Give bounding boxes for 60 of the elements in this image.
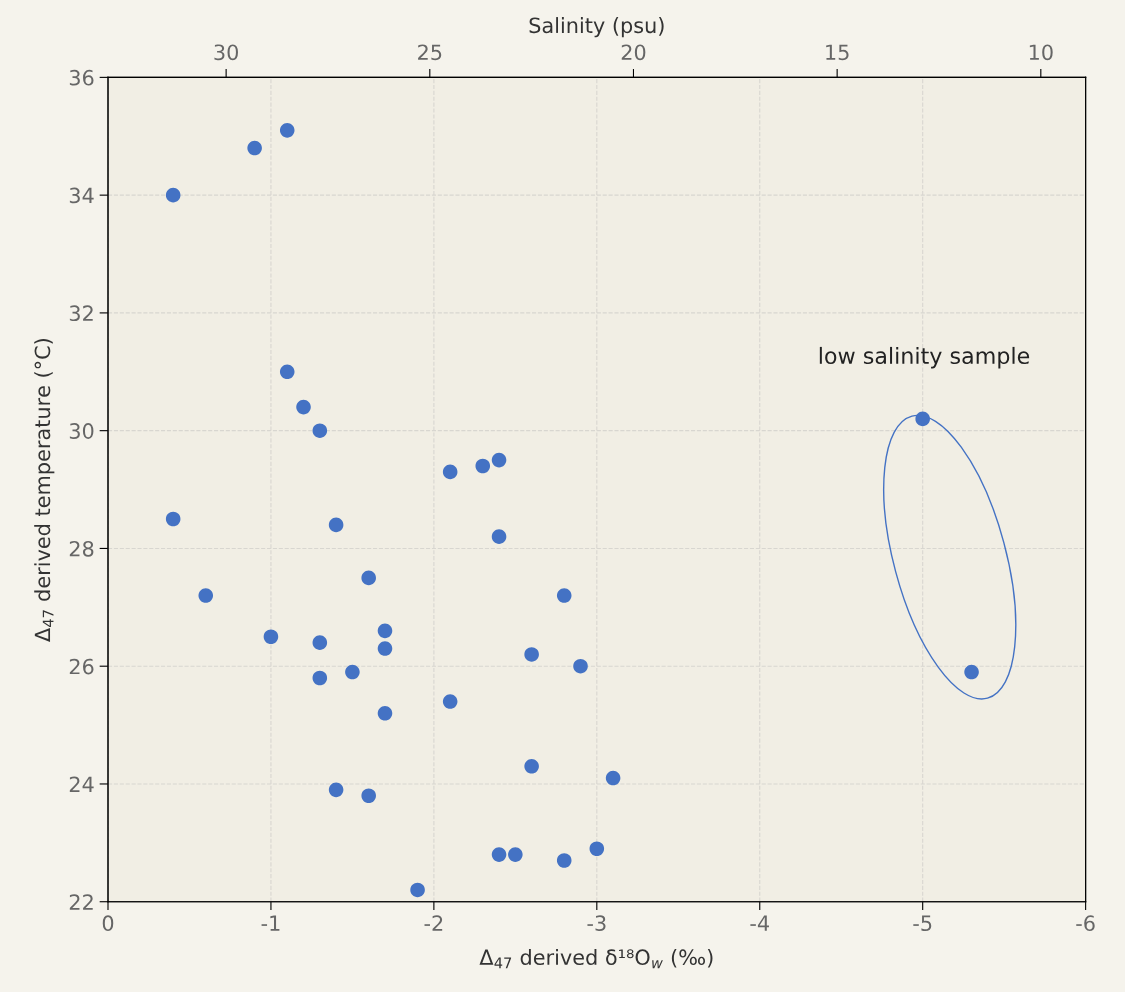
point [605, 770, 621, 786]
annotation: low salinity sample [819, 346, 1030, 369]
x-tick-label: -6 [1076, 915, 1095, 932]
point [312, 423, 328, 438]
x-tick-label: -5 [913, 915, 932, 932]
point [524, 647, 539, 662]
x-tick-label: -3 [587, 915, 606, 932]
point [279, 123, 295, 138]
point [377, 706, 393, 721]
y-tick-label: 32 [69, 305, 93, 322]
point [328, 517, 344, 533]
x2-tick-label: 30 [214, 44, 238, 61]
y-axis-title: Δ$_{47}$ derived temperature (°C) [34, 339, 55, 642]
point [442, 694, 458, 709]
point [279, 364, 295, 380]
point [312, 635, 328, 650]
point [247, 140, 262, 156]
point [556, 588, 572, 603]
point [915, 411, 930, 427]
point [198, 588, 214, 603]
point [165, 187, 181, 203]
point [573, 658, 588, 674]
y-tick-label: 26 [69, 658, 94, 675]
point [508, 847, 523, 862]
point [475, 458, 491, 474]
point [491, 529, 507, 544]
y-tick-label: 22 [69, 894, 93, 910]
x-tick-label: -2 [424, 915, 443, 931]
x2-tick-label: 25 [418, 44, 442, 61]
y-tick-label: 30 [69, 423, 94, 439]
point [328, 782, 344, 798]
y-tick-label: 24 [69, 776, 94, 792]
y-tick-label: 34 [69, 187, 94, 204]
point [589, 841, 605, 857]
point [556, 853, 572, 868]
point [263, 629, 279, 645]
x-tick-label: -1 [261, 915, 280, 931]
y-tick-label: 28 [69, 540, 94, 557]
point [377, 623, 393, 639]
point [491, 452, 507, 468]
point [361, 788, 376, 804]
point [377, 641, 393, 656]
x2-tick-label: 10 [1029, 44, 1053, 61]
x2-axis-title: Salinity (psu) [529, 17, 664, 38]
x-tick-label: -4 [750, 915, 769, 931]
y-tick-label: 36 [69, 69, 94, 86]
point [312, 670, 328, 686]
x-tick-label: 0 [102, 915, 114, 932]
point [491, 847, 507, 862]
point [442, 464, 458, 480]
point [296, 399, 311, 415]
point [410, 882, 425, 898]
point [361, 570, 376, 586]
point [345, 664, 360, 680]
x2-tick-label: 20 [621, 44, 646, 61]
point [165, 511, 181, 527]
x2-tick-label: 15 [826, 44, 849, 61]
point [524, 759, 539, 774]
x-axis-title: Δ$_{47}$ derived δ¹⁸O$_{w}$ (‰) [479, 948, 713, 969]
point [964, 664, 979, 680]
